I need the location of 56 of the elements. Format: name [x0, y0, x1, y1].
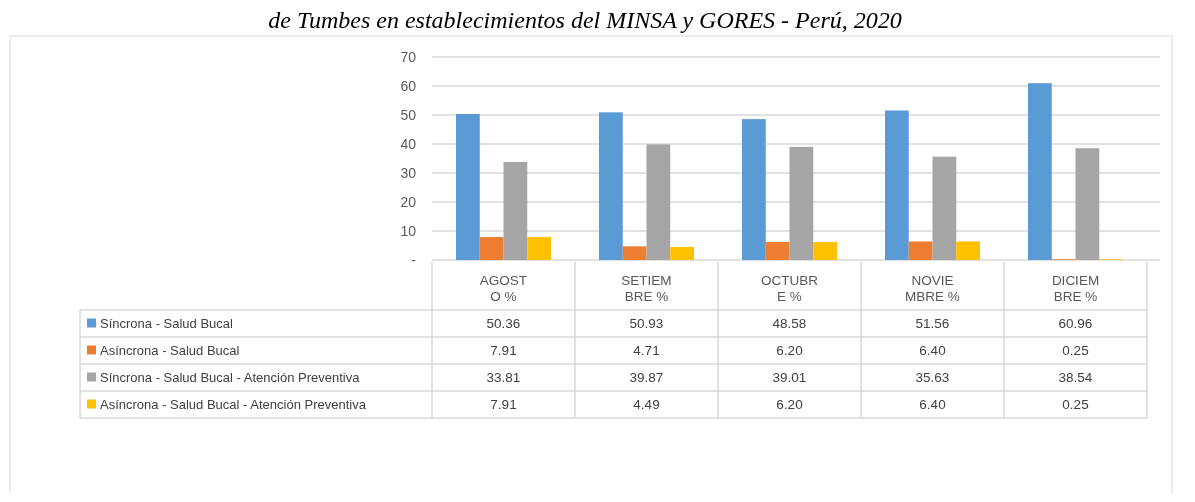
- bar: [813, 242, 837, 260]
- data-label: 6.40: [919, 397, 946, 413]
- bar: [956, 241, 980, 260]
- data-label: 6.20: [776, 343, 803, 359]
- data-label: 7.91: [490, 343, 517, 359]
- data-label: 38.54: [1058, 370, 1093, 386]
- bar: [479, 237, 504, 260]
- bar: [1028, 83, 1052, 260]
- y-tick-label: 20: [400, 193, 417, 210]
- bar: [932, 156, 957, 260]
- y-tick-label: -: [411, 251, 417, 268]
- x-tick-label: OCTUBR E %: [761, 272, 819, 304]
- legend-label: Asíncrona - Salud Bucal: [100, 343, 240, 359]
- y-tick-label: 70: [400, 48, 417, 65]
- bar: [789, 146, 814, 260]
- y-tick-label: 30: [400, 164, 417, 181]
- bar: [765, 242, 790, 260]
- data-label: 50.93: [629, 316, 664, 332]
- data-label: 35.63: [915, 370, 950, 386]
- y-tick-label: 40: [400, 135, 417, 152]
- legend-label: Síncrona - Salud Bucal: [100, 316, 234, 332]
- bar: [622, 246, 647, 260]
- bar: [503, 161, 528, 260]
- bar: [456, 113, 480, 260]
- data-label: 6.20: [776, 397, 803, 413]
- data-label: 50.36: [486, 316, 521, 332]
- y-tick-label: 60: [400, 77, 417, 94]
- x-tick-label: AGOST O %: [479, 272, 528, 304]
- bar: [527, 237, 551, 260]
- y-tick-label: 50: [400, 106, 417, 123]
- legend-label: Asíncrona - Salud Bucal - Atención Preventiva: [100, 397, 367, 413]
- bar: [670, 246, 694, 260]
- bar: [646, 144, 671, 260]
- data-label: 39.01: [772, 370, 807, 386]
- data-label: 51.56: [915, 316, 950, 332]
- bar: [599, 112, 623, 260]
- data-label: 0.25: [1062, 343, 1089, 359]
- data-label: 48.58: [772, 316, 807, 332]
- data-label: 7.91: [490, 397, 517, 413]
- legend-label: Síncrona - Salud Bucal - Atención Preventiva: [100, 370, 361, 386]
- chart-title: de Tumbes en establecimientos del MINSA y GORES - Perú, 2020: [268, 7, 902, 33]
- data-label: 6.40: [919, 343, 946, 359]
- bar: [742, 119, 766, 260]
- data-label: 39.87: [629, 370, 664, 386]
- bar: [908, 241, 933, 260]
- data-label: 4.49: [633, 397, 660, 413]
- x-tick-label: NOVIE MBRE %: [905, 272, 960, 304]
- data-label: 60.96: [1058, 316, 1093, 332]
- bar: [1075, 148, 1100, 260]
- bar: [885, 110, 909, 260]
- x-tick-label: DICIEM BRE %: [1051, 272, 1100, 304]
- data-label: 0.25: [1062, 397, 1089, 413]
- x-tick-label: SETIEM BRE %: [621, 272, 672, 304]
- data-label: 4.71: [633, 343, 660, 359]
- data-label: 33.81: [486, 370, 521, 386]
- y-tick-label: 10: [400, 222, 417, 239]
